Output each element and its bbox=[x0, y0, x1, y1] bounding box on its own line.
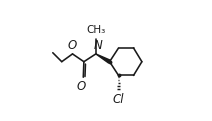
Text: O: O bbox=[77, 80, 86, 93]
Text: Cl: Cl bbox=[113, 93, 124, 106]
Text: N: N bbox=[94, 39, 102, 52]
Polygon shape bbox=[96, 54, 110, 63]
Text: CH₃: CH₃ bbox=[87, 25, 106, 35]
Text: O: O bbox=[68, 39, 77, 52]
